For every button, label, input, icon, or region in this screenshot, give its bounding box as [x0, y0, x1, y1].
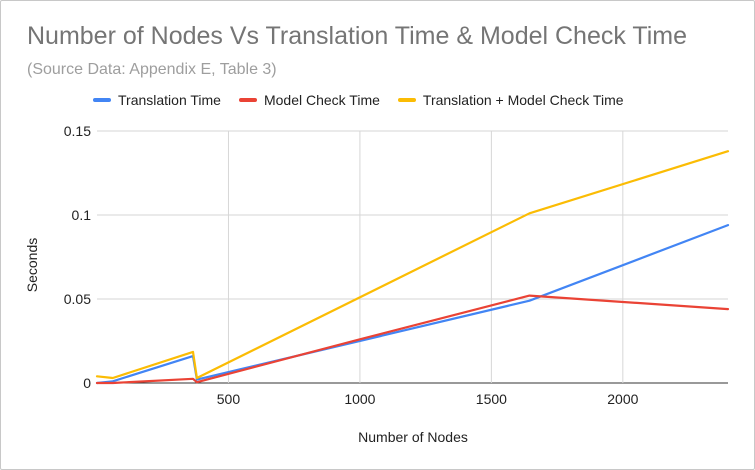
- legend-item-total-time[interactable]: Translation + Model Check Time: [397, 92, 624, 108]
- chart-legend: Translation Time Model Check Time Transl…: [93, 92, 642, 108]
- x-tick-label: 2000: [607, 391, 638, 407]
- legend-swatch-model-check-time: [238, 98, 257, 102]
- y-tick-label: 0.1: [72, 207, 92, 223]
- tick-layer: 0 0.05 0.1 0.15 500 1000 1500 2000: [64, 123, 639, 407]
- series-layer: [95, 150, 730, 385]
- legend-swatch-total-time: [397, 98, 416, 102]
- x-axis-title: Number of Nodes: [358, 429, 468, 445]
- y-tick-label: 0: [83, 375, 91, 391]
- legend-item-model-check-time[interactable]: Model Check Time: [238, 92, 380, 108]
- legend-label-translation-time: Translation Time: [118, 92, 221, 108]
- x-tick-label: 1000: [344, 391, 375, 407]
- series-line-translation-time: [95, 224, 730, 385]
- chart-title: Number of Nodes Vs Translation Time & Mo…: [27, 22, 687, 50]
- x-tick-label: 500: [217, 391, 241, 407]
- y-tick-label: 0.05: [64, 291, 91, 307]
- y-tick-label: 0.15: [64, 123, 91, 139]
- legend-label-model-check-time: Model Check Time: [263, 92, 380, 108]
- series-line-model-check-time: [95, 294, 730, 385]
- chart-subtitle: (Source Data: Appendix E, Table 3): [27, 61, 277, 78]
- legend-item-translation-time[interactable]: Translation Time: [93, 92, 221, 108]
- legend-swatch-translation-time: [93, 98, 111, 102]
- series-line-total-time: [95, 150, 730, 380]
- x-tick-label: 1500: [476, 391, 507, 407]
- grid-layer: [97, 130, 728, 384]
- legend-label-total-time: Translation + Model Check Time: [422, 92, 624, 108]
- y-axis-title: Seconds: [24, 238, 40, 292]
